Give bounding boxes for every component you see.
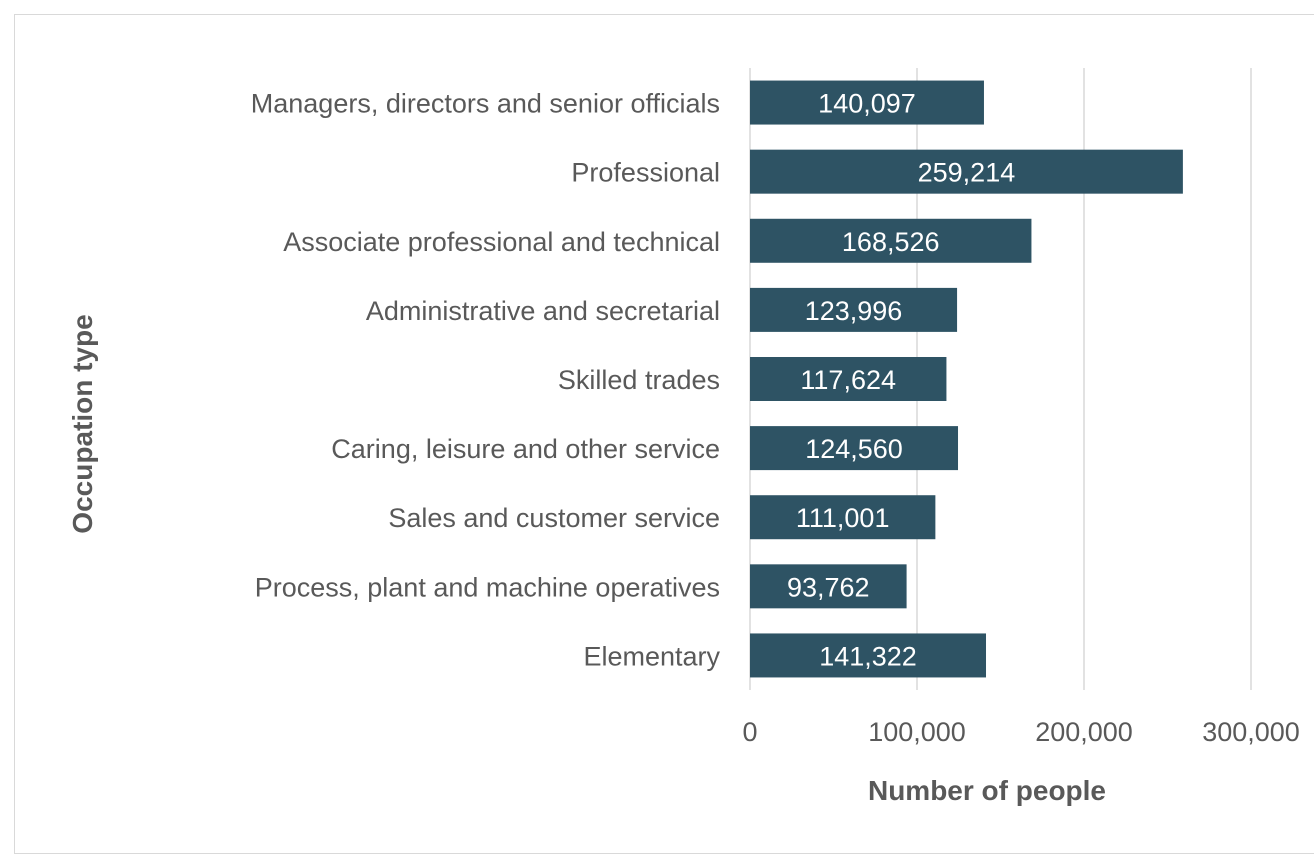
bar-value-label: 141,322 bbox=[819, 641, 917, 671]
bar bbox=[750, 426, 959, 471]
category-label: Administrative and secretarial bbox=[366, 296, 720, 326]
category-label: Elementary bbox=[583, 641, 720, 671]
category-label: Associate professional and technical bbox=[283, 227, 720, 257]
bar-value-label: 140,097 bbox=[818, 89, 916, 119]
x-tick-label: 300,000 bbox=[1202, 717, 1300, 747]
category-label: Managers, directors and senior officials bbox=[251, 89, 720, 119]
bar bbox=[750, 495, 936, 540]
bar bbox=[750, 149, 1183, 194]
x-tick-label: 100,000 bbox=[868, 717, 966, 747]
bar-value-label: 111,001 bbox=[796, 503, 890, 533]
bar bbox=[750, 287, 958, 332]
y-axis-title: Occupation type bbox=[67, 314, 98, 533]
category-label: Skilled trades bbox=[558, 365, 720, 395]
x-tick-label: 0 bbox=[742, 717, 757, 747]
bar bbox=[750, 633, 987, 678]
bar-value-label: 168,526 bbox=[842, 227, 940, 257]
x-tick-labels: 0 100,000 200,000 300,000 bbox=[742, 717, 1299, 747]
x-tick-label: 200,000 bbox=[1035, 717, 1133, 747]
bar-value-label: 93,762 bbox=[787, 572, 870, 602]
bar bbox=[750, 218, 1032, 263]
bar bbox=[750, 357, 947, 401]
category-label: Process, plant and machine operatives bbox=[255, 572, 720, 602]
x-axis-title: Number of people bbox=[868, 775, 1106, 806]
bars: 140,097 259,214 168,526 123,996 117,624 124,5… bbox=[750, 80, 1183, 678]
bar-value-label: 117,624 bbox=[800, 365, 896, 395]
category-label: Sales and customer service bbox=[388, 503, 720, 533]
category-labels: Managers, directors and senior officials… bbox=[251, 89, 721, 672]
category-label: Professional bbox=[571, 158, 720, 188]
bar-value-label: 123,996 bbox=[805, 296, 903, 326]
category-label: Caring, leisure and other service bbox=[331, 434, 720, 464]
bar-value-label: 259,214 bbox=[918, 158, 1016, 188]
bar-value-label: 124,560 bbox=[805, 434, 903, 464]
bar bbox=[750, 80, 984, 125]
bar bbox=[750, 564, 907, 609]
